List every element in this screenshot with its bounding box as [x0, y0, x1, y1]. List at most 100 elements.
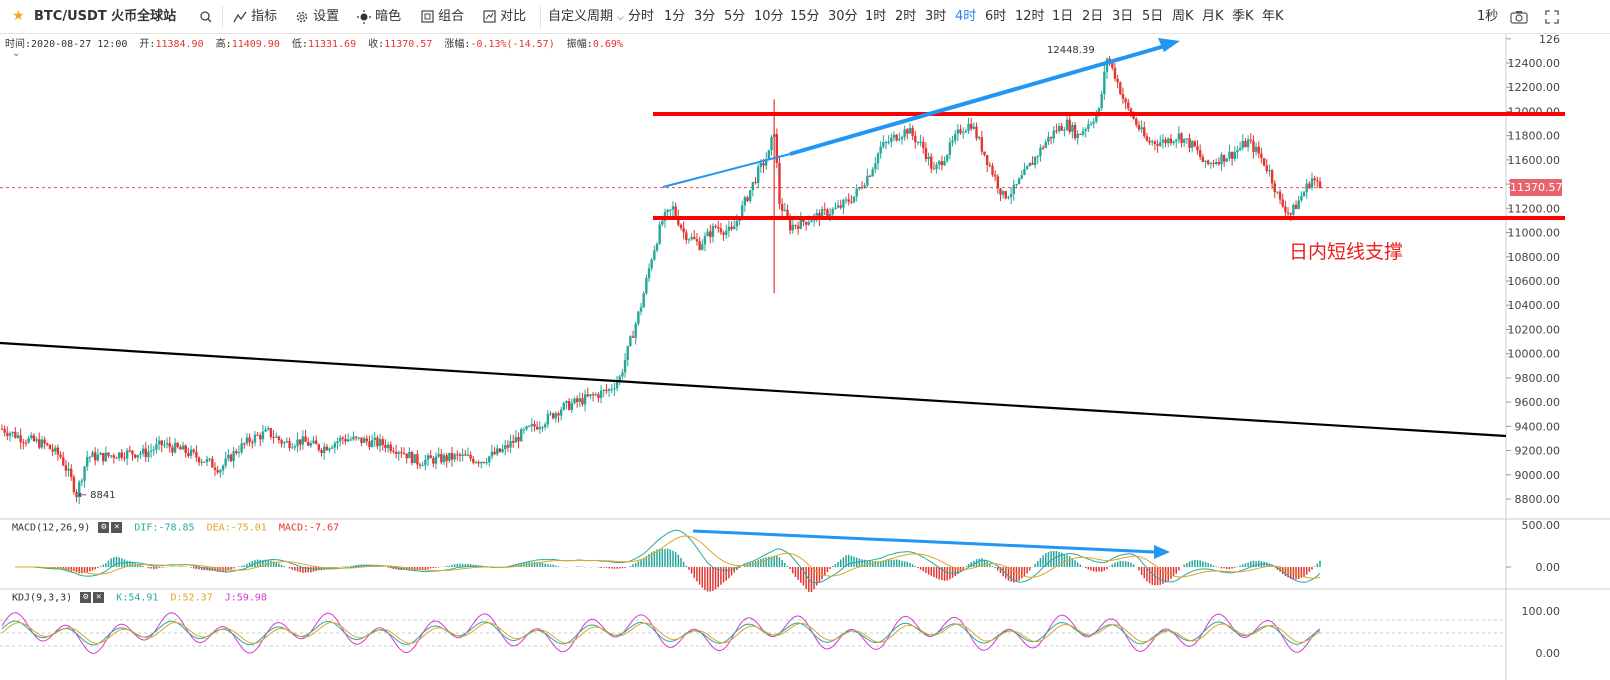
candle-body	[1065, 119, 1069, 131]
candle-body	[748, 190, 752, 201]
indicators-button[interactable]: 指标	[233, 0, 277, 33]
candle-body	[775, 133, 779, 164]
candle-body	[402, 453, 406, 455]
candle-body	[251, 442, 254, 444]
period-tab-14[interactable]: 2日	[1082, 9, 1104, 24]
candle-body	[591, 394, 595, 396]
period-tab-9[interactable]: 3时	[925, 9, 947, 24]
candle-body	[938, 161, 941, 165]
period-tab-18[interactable]: 月K	[1202, 9, 1224, 24]
candle-body	[1137, 124, 1141, 130]
dark-mode-button[interactable]: 暗色	[357, 0, 401, 33]
period-tab-1[interactable]: 1分	[664, 9, 686, 24]
kdj-j-line	[1, 612, 1321, 654]
period-tab-16[interactable]: 5日	[1142, 9, 1164, 24]
search-icon[interactable]	[200, 0, 212, 33]
candle-body	[1172, 141, 1175, 144]
period-tab-2[interactable]: 3分	[694, 9, 716, 24]
candle-body	[1209, 163, 1213, 165]
period-tab-12[interactable]: 12时	[1015, 9, 1045, 24]
candle-body	[1079, 133, 1082, 135]
candle-body	[706, 231, 709, 237]
candle-body	[285, 441, 289, 443]
period-tab-0[interactable]: 分时	[628, 9, 655, 24]
candle-body	[386, 444, 390, 449]
candle-body	[261, 431, 265, 440]
ohlc-info: 时间:2020-08-27 12:00 开:11384.90 高:11409.9…	[5, 35, 623, 50]
candle-body	[1308, 183, 1311, 188]
candle-body	[871, 169, 874, 177]
kdj-tick-0: 0.00	[1536, 647, 1561, 660]
candle-body	[392, 450, 395, 452]
candle-body	[11, 431, 14, 434]
candle-body	[828, 213, 832, 217]
period-tab-7[interactable]: 1时	[865, 9, 887, 24]
kdj-settings-icon[interactable]: ⚙	[80, 592, 92, 603]
candle-body	[783, 209, 787, 211]
candle-body	[1156, 144, 1159, 146]
candle-body	[1164, 139, 1167, 144]
compare-button[interactable]: 对比	[483, 0, 526, 33]
period-tab-20[interactable]: 年K	[1262, 9, 1284, 24]
candle-body	[831, 208, 834, 214]
candle-body	[810, 220, 813, 223]
candle-body	[440, 453, 443, 463]
candle-body	[30, 435, 33, 439]
candle-body	[1151, 141, 1154, 143]
candle-body	[107, 452, 110, 456]
candle-body	[655, 243, 659, 251]
period-tab-13[interactable]: 1日	[1052, 9, 1074, 24]
macd-settings-icon[interactable]: ⚙	[98, 522, 110, 533]
candle-body	[1246, 139, 1250, 148]
candle-body	[1190, 141, 1194, 148]
candle-body	[690, 236, 693, 240]
period-tab-10[interactable]: 4时	[955, 9, 977, 24]
candle-body	[344, 438, 347, 442]
star-icon[interactable]: ★	[12, 8, 25, 24]
candle-body	[333, 443, 337, 448]
macd-close-icon[interactable]: ✕	[111, 522, 123, 533]
kdj-close-icon[interactable]: ✕	[93, 592, 105, 603]
period-tab-3[interactable]: 5分	[724, 9, 746, 24]
candle-body	[1302, 192, 1306, 197]
chart-canvas[interactable]: 126 12400.00 12200.00 12000.00 11800.00 11600…	[0, 34, 1610, 680]
candle-body	[687, 239, 691, 241]
candle-body	[583, 394, 587, 405]
camera-icon[interactable]	[1510, 0, 1528, 33]
candle-body	[570, 403, 574, 410]
settings-button[interactable]: 设置	[295, 0, 339, 33]
candle-body	[320, 450, 323, 453]
candle-body	[725, 230, 728, 235]
period-tab-5[interactable]: 15分	[790, 9, 820, 24]
candle-body	[224, 458, 227, 466]
fullscreen-icon[interactable]	[1545, 0, 1559, 33]
candle-body	[557, 413, 560, 416]
candle-body	[956, 129, 960, 135]
period-tab-8[interactable]: 2时	[895, 9, 917, 24]
period-tab-11[interactable]: 6时	[985, 9, 1007, 24]
refresh-rate[interactable]: 1秒	[1477, 9, 1499, 24]
candle-body	[922, 141, 925, 148]
collapse-chevron-icon[interactable]: ⌄	[12, 48, 21, 59]
candle-body	[642, 293, 645, 308]
period-tab-4[interactable]: 10分	[754, 9, 784, 24]
pair-title[interactable]: BTC/USDT 火币全球站	[34, 9, 177, 24]
close-value: 11370.57	[384, 39, 433, 50]
period-tab-17[interactable]: 周K	[1172, 9, 1194, 24]
period-tab-6[interactable]: 30分	[828, 9, 858, 24]
candle-body	[754, 181, 757, 183]
candle-body	[91, 452, 94, 457]
candle-body	[911, 127, 914, 136]
period-tab-15[interactable]: 3日	[1112, 9, 1134, 24]
candle-body	[275, 436, 278, 438]
candle-body	[413, 454, 416, 464]
candle-body	[155, 444, 158, 450]
candle-body	[64, 465, 68, 471]
custom-period-dropdown[interactable]: 自定义周期 ⌵	[548, 0, 624, 33]
kdj-j: J:59.98	[224, 592, 267, 604]
period-tab-19[interactable]: 季K	[1232, 9, 1254, 24]
candle-body	[296, 439, 299, 447]
combo-button[interactable]: 组合	[421, 0, 464, 33]
candle-body	[623, 360, 627, 373]
candle-body	[602, 389, 605, 391]
